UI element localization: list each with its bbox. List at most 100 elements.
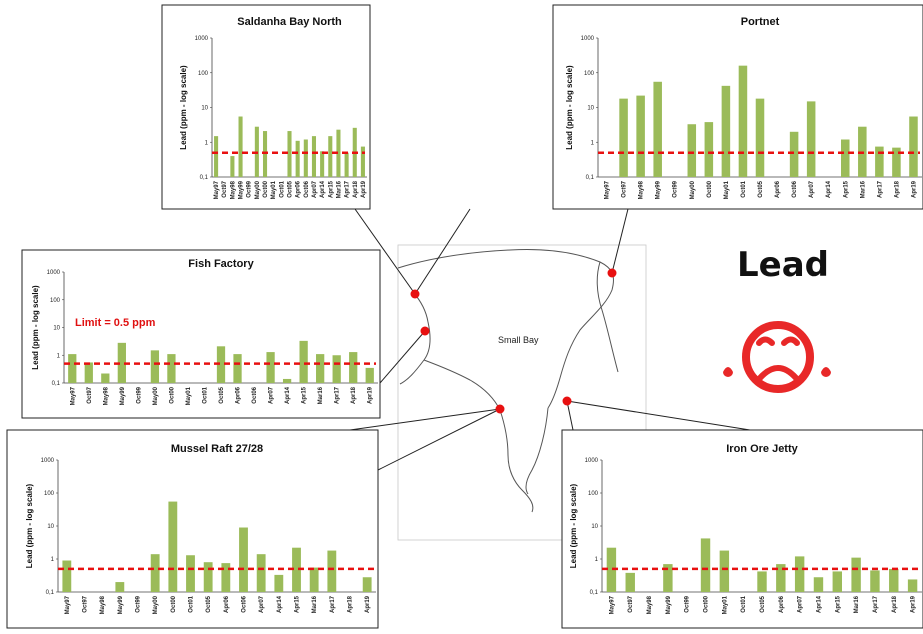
x-tick-label: Oct00	[171, 595, 177, 612]
bar-Apr19	[362, 577, 372, 592]
x-tick-label: Oct97	[222, 180, 228, 197]
x-tick-label: May99	[656, 180, 662, 199]
y-tick-label: 1000	[47, 270, 61, 276]
connector-line	[354, 208, 416, 295]
x-tick-label: Apr14	[285, 386, 291, 404]
x-tick-label: Oct99	[673, 180, 679, 197]
bar-Oct97	[619, 98, 628, 177]
chart-panel	[161, 4, 371, 210]
y-tick-label: 0,1	[586, 175, 595, 181]
y-tick-label: 1	[591, 140, 595, 146]
chart-title: Saldanha Bay North	[237, 16, 342, 28]
x-tick-label: May01	[271, 180, 277, 199]
x-tick-label: Oct99	[136, 386, 142, 403]
y-tick-label: 1000	[581, 36, 595, 42]
x-tick-label: Mar16	[336, 180, 342, 198]
x-tick-label: Apr18	[894, 180, 900, 198]
x-tick-label: Apr06	[779, 595, 785, 613]
x-tick-label: Oct06	[304, 180, 310, 197]
chart-portnet: Portnet Lead (ppm - log scale) 0,1 1 10 100 10…	[552, 4, 923, 210]
chart-saldanha-bay-north: Saldanha Bay North Lead (ppm - log scale)…	[161, 4, 371, 210]
y-tick-label: 0,1	[46, 590, 55, 596]
bar-Oct97	[84, 362, 93, 383]
x-tick-label: Apr06	[224, 595, 230, 613]
x-tick-label: May99	[120, 386, 126, 405]
bar-Oct05	[216, 346, 226, 383]
x-tick-label: Oct01	[202, 386, 208, 403]
chart-panel	[21, 249, 381, 419]
x-tick-label: Oct97	[87, 386, 93, 403]
x-tick-label: Oct06	[792, 180, 798, 197]
bar-Apr15	[832, 571, 842, 592]
x-tick-label: Oct01	[189, 595, 195, 612]
y-tick-label: 0,1	[52, 381, 61, 387]
chart-fish-factory: Fish Factory Lead (ppm - log scale) 0,1 1 10…	[21, 249, 381, 419]
bar-Apr06	[221, 563, 231, 592]
x-tick-label: Oct97	[83, 595, 89, 612]
bar-Oct05	[287, 131, 292, 177]
site-markers	[410, 268, 617, 414]
y-tick-label: 100	[584, 71, 595, 77]
bar-Apr15	[328, 136, 333, 177]
bar-Oct06	[789, 131, 799, 177]
bar-Apr17	[875, 146, 884, 177]
x-tick-label: Apr06	[236, 386, 242, 404]
sad-face-icon	[723, 321, 831, 393]
limit-label: Limit = 0.5 ppm	[75, 317, 156, 329]
y-tick-label: 10	[587, 106, 594, 112]
x-tick-label: May99	[118, 595, 124, 614]
connector-line	[377, 408, 501, 471]
bar-Apr17	[344, 152, 349, 177]
connector-line	[611, 208, 629, 274]
bar-Oct97	[625, 572, 635, 592]
bar-May98	[636, 95, 645, 177]
bar-May98	[230, 156, 235, 177]
x-tick-label: May00	[153, 595, 159, 614]
x-tick-label: Oct00	[263, 180, 269, 197]
x-tick-label: Apr15	[843, 180, 849, 198]
y-tick-label: 1	[595, 557, 599, 563]
x-tick-label: Apr19	[365, 595, 371, 613]
x-tick-label: May97	[214, 180, 220, 199]
y-tick-label: 1000	[195, 36, 209, 42]
x-tick-label: May97	[65, 595, 71, 614]
bar-Apr14	[813, 577, 824, 592]
chart-title: Iron Ore Jetty	[726, 443, 798, 455]
y-tick-label: 1	[205, 140, 209, 146]
bar-Oct00	[168, 501, 178, 592]
x-tick-label: Apr17	[877, 180, 883, 198]
bay-map: Small Bay	[397, 244, 647, 541]
y-tick-label: 100	[44, 491, 55, 497]
x-tick-label: Oct05	[206, 595, 212, 612]
bar-Mar16	[309, 567, 319, 592]
x-tick-label: May98	[103, 386, 109, 405]
bar-Apr06	[776, 564, 786, 592]
bar-Mar16	[316, 354, 325, 383]
bar-Apr17	[327, 550, 337, 592]
y-axis-label: Lead (ppm - log scale)	[31, 285, 40, 370]
x-tick-label: Apr07	[259, 595, 265, 613]
x-tick-label: Apr18	[892, 595, 898, 613]
bar-Apr18	[889, 568, 899, 592]
x-tick-label: Apr18	[351, 386, 357, 404]
bar-May01	[721, 85, 731, 177]
bar-Oct01	[738, 65, 748, 177]
bar-Mar16	[336, 129, 341, 177]
bar-Oct00	[704, 122, 714, 177]
y-tick-label: 10	[591, 524, 598, 530]
bar-Apr07	[311, 136, 317, 177]
y-tick-label: 1	[57, 353, 61, 359]
x-tick-label: May99	[239, 180, 245, 199]
x-tick-label: Oct99	[136, 595, 142, 612]
y-tick-label: 1000	[41, 458, 55, 464]
x-tick-label: May99	[666, 595, 672, 614]
bar-Apr07	[256, 554, 266, 592]
bar-Apr19	[907, 579, 918, 592]
x-tick-label: May01	[186, 386, 192, 405]
x-tick-label: Apr14	[816, 595, 822, 613]
bar-May99	[117, 342, 126, 383]
chart-panel	[552, 4, 923, 210]
y-axis-label: Lead (ppm - log scale)	[25, 483, 34, 568]
bar-May01	[719, 550, 730, 592]
x-tick-label: May98	[100, 595, 106, 614]
